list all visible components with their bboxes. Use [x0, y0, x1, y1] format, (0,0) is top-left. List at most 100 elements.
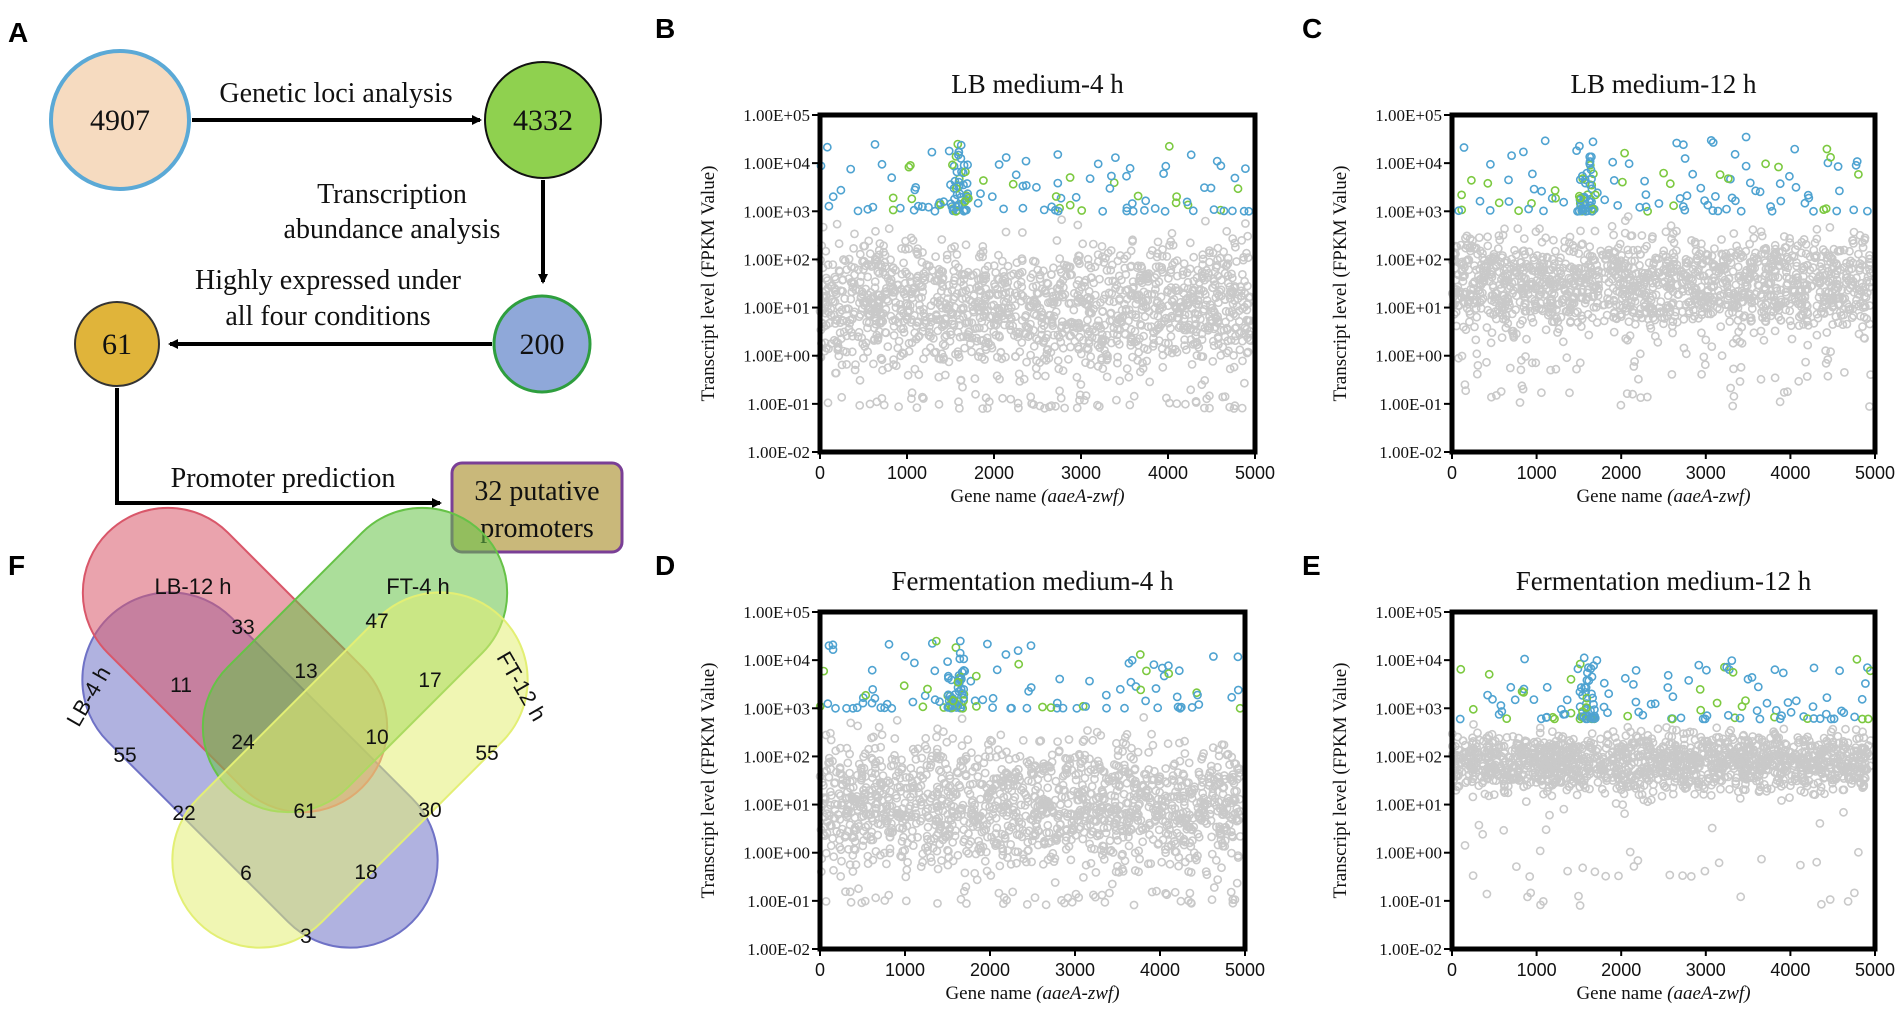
chart-d-point-low: [1105, 836, 1115, 846]
chart-c-point-low: [1593, 291, 1603, 301]
chart-c-point-high: [1576, 201, 1585, 211]
chart-c-point-low: [1747, 304, 1757, 314]
chart-c-point-low: [1602, 250, 1611, 260]
chart-c-point-low: [1773, 299, 1783, 309]
chart-c-point-low: [1802, 372, 1812, 381]
chart-c-point-low: [1700, 293, 1710, 303]
chart-c-point-low: [1525, 306, 1535, 316]
chart-c-point-low: [1629, 305, 1638, 315]
chart-c-point-low: [1787, 294, 1797, 304]
chart-b-point-low: [1120, 263, 1130, 273]
chart-b-point-low: [1202, 394, 1212, 404]
chart-b-point-low: [1051, 401, 1060, 411]
chart-c-ytick-label: 1.00E+04: [1375, 154, 1442, 173]
chart-b-point-high: [1105, 183, 1115, 193]
chart-d-point-low: [1127, 743, 1136, 753]
chart-b-point-high: [1051, 192, 1061, 201]
chart-d-point-low: [869, 732, 878, 742]
chart-c-point-low: [1725, 317, 1735, 326]
chart-c-point-low: [1513, 224, 1523, 233]
panel-letter-d: D: [655, 550, 675, 581]
chart-c-point-low: [1668, 248, 1678, 258]
chart-c-point-high: [1713, 206, 1723, 216]
chart-b-point-low: [1038, 310, 1047, 320]
chart-c-point-low: [1575, 358, 1585, 368]
chart-b-point-high: [888, 193, 898, 203]
chart-d-point-low: [851, 860, 861, 870]
chart-b-point-low: [968, 297, 977, 307]
chart-b-point-high: [1053, 178, 1063, 188]
chart-d-point-low: [871, 804, 881, 813]
chart-b-point-low: [1240, 323, 1250, 333]
chart-d-point-low: [1012, 858, 1021, 868]
chart-b-point-low: [1042, 349, 1052, 359]
chart-d-point-low: [1192, 798, 1202, 808]
chart-c-point-low: [1505, 363, 1515, 373]
chart-c-point-high: [1643, 206, 1652, 216]
chart-d-point-low: [1043, 773, 1053, 783]
chart-b-point-low: [1113, 358, 1122, 368]
chart-b-xtick-label: 2000: [974, 463, 1014, 483]
chart-b-point-low: [834, 351, 844, 361]
chart-b-ytick-label: 1.00E-02: [747, 443, 810, 462]
chart-c-point-low: [1546, 298, 1555, 308]
chart-c-point-high: [1486, 159, 1495, 169]
chart-c-point-low: [1687, 300, 1696, 310]
chart-c-point-low: [1498, 230, 1508, 240]
chart-c-point-low: [1710, 276, 1720, 286]
chart-c-point-low: [1577, 314, 1587, 324]
chart-b-point-low: [1057, 215, 1066, 225]
chart-c-point-high: [1708, 138, 1718, 147]
chart-c-point-high: [1659, 168, 1668, 178]
chart-c-point-low: [1515, 258, 1525, 268]
chart-d-point-low: [1088, 735, 1098, 745]
chart-d-point-low: [986, 735, 995, 745]
chart-c-point-high: [1766, 202, 1775, 211]
chart-b-ytick-label: 1.00E+01: [743, 299, 810, 318]
chart-c-point-low: [1628, 389, 1637, 399]
chart-c-point-low: [1843, 285, 1853, 295]
genes-total-count: 4907: [90, 104, 150, 137]
chart-b-point-high: [963, 160, 972, 170]
chart-b-point-low: [831, 368, 841, 378]
chart-b-point-low: [1145, 377, 1155, 387]
chart-b-point-low: [954, 352, 964, 362]
chart-c-point-low: [1487, 272, 1497, 282]
chart-d-point-low: [901, 896, 911, 906]
chart-b-point-low: [1240, 378, 1249, 388]
chart-b-point-high: [1128, 206, 1138, 216]
chart-c-point-low: [1577, 240, 1586, 250]
chart-c-point-high: [1680, 205, 1690, 215]
chart-b-point-low: [1113, 256, 1123, 266]
chart-c-xtick-label: 1000: [1517, 463, 1557, 483]
chart-c-point-low: [1556, 266, 1565, 276]
chart-d-point-low: [859, 826, 868, 836]
chart-c-point-low: [1728, 401, 1738, 411]
chart-b-point-low: [915, 305, 925, 315]
chart-c-point-low: [1505, 300, 1514, 310]
chart-c-point-high: [1635, 202, 1645, 212]
chart-b-point-low: [833, 342, 843, 352]
chart-c-point-low: [1729, 288, 1739, 298]
chart-b-point-low: [1153, 311, 1163, 321]
chart-b-point-low: [1186, 325, 1196, 334]
chart-d-point-low: [899, 832, 908, 842]
chart-b-point-low: [1102, 265, 1112, 275]
chart-c-point-low: [1603, 288, 1613, 298]
chart-d-point-low: [957, 714, 967, 723]
chart-b-point-low: [1220, 295, 1230, 304]
chart-d-point-low: [1132, 804, 1142, 813]
chart-c-point-low: [1552, 305, 1561, 315]
chart-c-point-low: [1769, 292, 1779, 302]
chart-b-point-low: [1064, 354, 1073, 364]
chart-c-point-low: [1668, 328, 1677, 338]
chart-b-point-low: [878, 267, 888, 277]
chart-c-point-low: [1756, 326, 1766, 336]
chart-c-point-low: [1624, 249, 1634, 259]
chart-d-point-low: [1225, 760, 1234, 770]
result-line2: promoters: [480, 513, 594, 544]
chart-b-point-low: [1081, 391, 1091, 401]
chart-c-point-low: [1787, 334, 1797, 344]
chart-d-point-low: [991, 813, 1001, 823]
chart-d-point-high: [867, 665, 877, 675]
